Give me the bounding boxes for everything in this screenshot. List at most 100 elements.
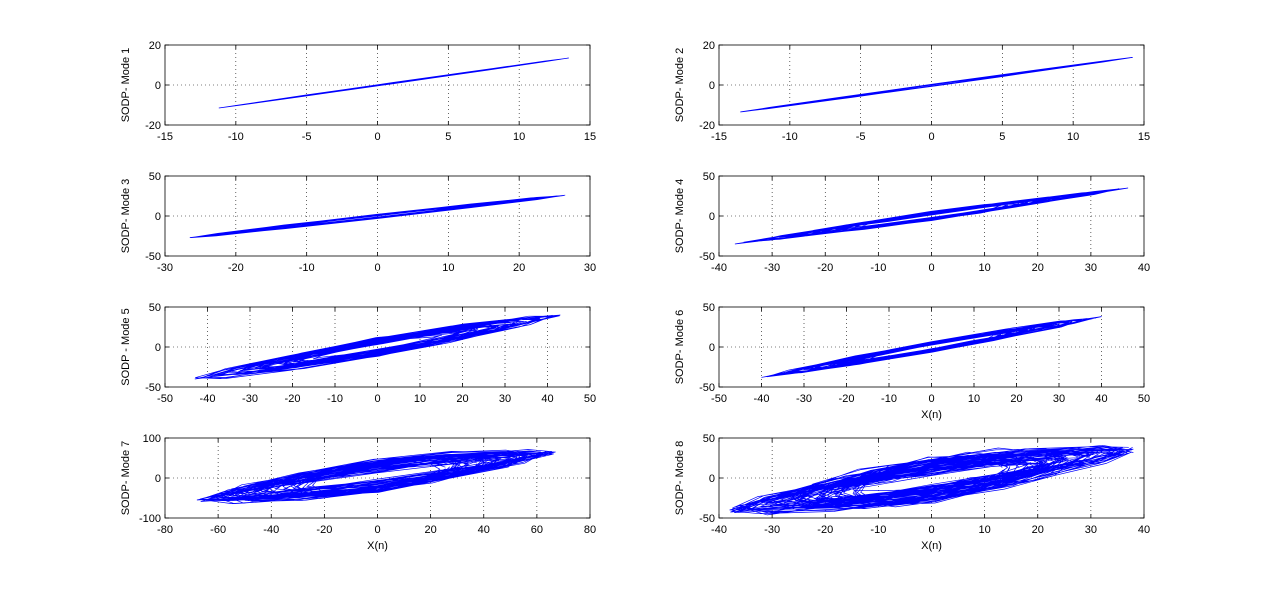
- x-tick-label: 30: [1053, 393, 1065, 405]
- x-tick-label: 20: [1032, 524, 1044, 536]
- y-axis-label: SODP- Mode 8: [674, 441, 686, 516]
- subplot-2: -15 -10 -5 0 5 10 15 -20 0 20 SODP- Mode 2: [674, 40, 1150, 143]
- y-axis-label: SODP- Mode 7: [120, 441, 132, 516]
- x-tick-label: 40: [1138, 524, 1150, 536]
- series-trace: [740, 57, 1133, 113]
- series-trace: [761, 316, 1102, 378]
- x-tick-label: -5: [302, 131, 312, 143]
- x-tick-label: 5: [445, 131, 451, 143]
- y-axis-label: SODP- Mode 2: [674, 48, 686, 123]
- y-tick-label: -20: [699, 120, 715, 132]
- x-tick-label: -10: [327, 393, 343, 405]
- y-tick-label: -50: [699, 251, 715, 263]
- y-tick-label: 0: [155, 473, 161, 485]
- y-tick-label: 0: [155, 211, 161, 223]
- x-tick-label: 50: [1138, 393, 1150, 405]
- x-tick-label: 50: [584, 393, 596, 405]
- x-tick-label: 10: [979, 262, 991, 274]
- y-tick-label: -50: [699, 382, 715, 394]
- y-tick-label: -100: [139, 513, 161, 525]
- x-tick-label: 60: [531, 524, 543, 536]
- y-axis-label: SODP - Mode 5: [120, 308, 132, 385]
- y-tick-label: 50: [703, 171, 715, 183]
- y-tick-label: 20: [149, 40, 161, 52]
- series-trace: [729, 444, 1134, 516]
- y-tick-label: 100: [143, 433, 161, 445]
- x-tick-label: 20: [513, 262, 525, 274]
- x-tick-label: -10: [299, 262, 315, 274]
- x-tick-label: 30: [584, 262, 596, 274]
- x-tick-label: -10: [881, 393, 897, 405]
- x-tick-label: -80: [157, 524, 173, 536]
- x-tick-label: -10: [782, 131, 798, 143]
- x-tick-label: -10: [870, 262, 886, 274]
- series-trace: [189, 194, 566, 239]
- y-tick-label: 0: [709, 342, 715, 354]
- x-tick-label: 30: [1085, 524, 1097, 536]
- x-tick-label: -50: [711, 393, 727, 405]
- x-tick-label: 0: [928, 131, 934, 143]
- subplot-4: -40 -30 -20 -10 0 10 20 30 40 -50 0 50 SODP- Mode 4: [674, 171, 1150, 274]
- x-tick-label: 10: [414, 393, 426, 405]
- x-tick-label: -40: [711, 262, 727, 274]
- x-tick-label: 0: [374, 524, 380, 536]
- x-tick-label: 20: [1032, 262, 1044, 274]
- x-tick-label: -5: [856, 131, 866, 143]
- subplot-6: -50 -40 -30 -20 -10 0 10 20 30 40 50 -50 0 50 SODP- Mo…: [674, 302, 1150, 421]
- x-tick-label: 40: [478, 524, 490, 536]
- x-tick-label: 10: [979, 524, 991, 536]
- x-tick-label: -40: [200, 393, 216, 405]
- x-tick-label: -30: [242, 393, 258, 405]
- y-tick-label: 50: [149, 302, 161, 314]
- x-tick-label: 0: [374, 131, 380, 143]
- y-tick-label: 0: [155, 342, 161, 354]
- x-tick-label: 0: [928, 524, 934, 536]
- x-tick-label: -15: [157, 131, 173, 143]
- x-tick-label: -20: [285, 393, 301, 405]
- x-tick-label: -30: [157, 262, 173, 274]
- y-tick-label: 50: [703, 302, 715, 314]
- subplot-1: -15 -10 -5 0 5 10 15 -20 0 20 SODP- Mode 1: [120, 40, 596, 143]
- y-tick-label: -20: [145, 120, 161, 132]
- x-tick-label: -10: [870, 524, 886, 536]
- x-tick-label: 0: [928, 262, 934, 274]
- y-tick-label: 50: [703, 433, 715, 445]
- x-axis-label: X(n): [367, 540, 388, 552]
- x-tick-label: -50: [157, 393, 173, 405]
- x-tick-label: -30: [796, 393, 812, 405]
- y-axis-label: SODP- Mode 1: [120, 48, 132, 123]
- subplot-3: -30 -20 -10 0 10 20 30 -50 0 50 SODP- Mode 3: [120, 171, 596, 274]
- x-tick-label: -30: [764, 524, 780, 536]
- x-tick-label: 10: [968, 393, 980, 405]
- subplot-7: -80 -60 -40 -20 0 20 40 60 80 -100 0 100 SODP- Mode …: [120, 433, 596, 552]
- y-axis-label: SODP- Mode 3: [120, 179, 132, 254]
- x-tick-label: 20: [456, 393, 468, 405]
- x-tick-label: 10: [1067, 131, 1079, 143]
- y-tick-label: 0: [155, 80, 161, 92]
- series-trace: [218, 57, 569, 109]
- x-tick-label: -15: [711, 131, 727, 143]
- x-tick-label: 5: [999, 131, 1005, 143]
- y-tick-label: 0: [709, 211, 715, 223]
- y-tick-label: -50: [145, 382, 161, 394]
- y-tick-label: -50: [145, 251, 161, 263]
- x-tick-label: -20: [817, 524, 833, 536]
- x-tick-label: -40: [754, 393, 770, 405]
- x-tick-label: -30: [764, 262, 780, 274]
- y-tick-label: 0: [709, 473, 715, 485]
- x-tick-label: 0: [374, 262, 380, 274]
- x-tick-label: 0: [374, 393, 380, 405]
- x-tick-label: -40: [263, 524, 279, 536]
- x-tick-label: 15: [584, 131, 596, 143]
- y-tick-label: 0: [709, 80, 715, 92]
- y-tick-label: 20: [703, 40, 715, 52]
- x-axis-label: X(n): [921, 540, 942, 552]
- x-tick-label: 40: [1138, 262, 1150, 274]
- x-tick-label: 30: [1085, 262, 1097, 274]
- x-tick-label: -20: [839, 393, 855, 405]
- x-tick-label: 40: [541, 393, 553, 405]
- subplot-8: -40 -30 -20 -10 0 10 20 30 40 -50 0 50 SODP- Mode 8 X…: [674, 433, 1150, 552]
- x-tick-label: 15: [1138, 131, 1150, 143]
- series-trace: [196, 449, 556, 505]
